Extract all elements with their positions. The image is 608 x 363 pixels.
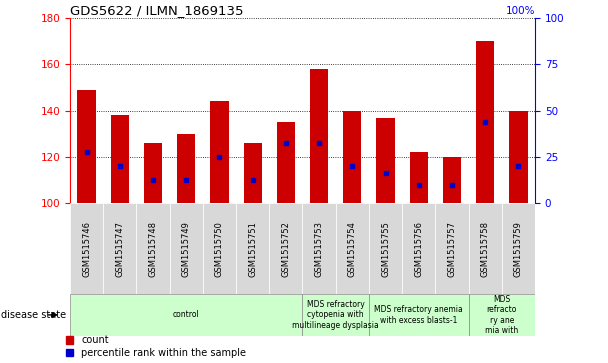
Bar [70, 294, 302, 336]
Bar [410, 152, 428, 203]
Bar [136, 203, 170, 294]
Text: GSM1515749: GSM1515749 [182, 221, 191, 277]
Text: GSM1515751: GSM1515751 [248, 221, 257, 277]
Bar [170, 203, 203, 294]
Bar [502, 203, 535, 294]
Bar [369, 203, 402, 294]
Text: GSM1515756: GSM1515756 [414, 221, 423, 277]
Bar [476, 41, 494, 203]
Bar [144, 143, 162, 203]
Bar [210, 101, 229, 203]
Bar [269, 203, 302, 294]
Text: GSM1515755: GSM1515755 [381, 221, 390, 277]
Text: GSM1515752: GSM1515752 [282, 221, 291, 277]
Legend: count, percentile rank within the sample: count, percentile rank within the sample [66, 335, 246, 358]
Bar [177, 134, 195, 203]
Bar [336, 203, 369, 294]
Bar [369, 294, 469, 336]
Bar [70, 203, 103, 294]
Text: GDS5622 / ILMN_1869135: GDS5622 / ILMN_1869135 [70, 4, 243, 17]
Bar [302, 294, 369, 336]
Bar [376, 118, 395, 203]
Bar [469, 203, 502, 294]
Bar [103, 203, 136, 294]
Text: MDS refractory
cytopenia with
multilineage dysplasia: MDS refractory cytopenia with multilinea… [292, 300, 379, 330]
Text: GSM1515753: GSM1515753 [314, 221, 323, 277]
Text: GSM1515748: GSM1515748 [148, 221, 157, 277]
Text: disease state: disease state [1, 310, 66, 320]
Bar [435, 203, 469, 294]
Text: GSM1515747: GSM1515747 [116, 221, 124, 277]
Bar [510, 111, 528, 203]
Text: control: control [173, 310, 199, 319]
Bar [443, 157, 461, 203]
Text: MDS refractory anemia
with excess blasts-1: MDS refractory anemia with excess blasts… [375, 305, 463, 325]
Bar [310, 69, 328, 203]
Bar [302, 203, 336, 294]
Bar [111, 115, 129, 203]
Text: MDS
refracto
ry ane
mia with: MDS refracto ry ane mia with [485, 295, 519, 335]
Bar [469, 294, 535, 336]
Text: GSM1515757: GSM1515757 [447, 221, 457, 277]
Bar [236, 203, 269, 294]
Text: GSM1515754: GSM1515754 [348, 221, 357, 277]
Text: 100%: 100% [505, 6, 535, 16]
Text: GSM1515746: GSM1515746 [82, 221, 91, 277]
Bar [203, 203, 236, 294]
Bar [277, 122, 295, 203]
Bar [343, 111, 361, 203]
Text: GSM1515758: GSM1515758 [481, 221, 489, 277]
Text: GSM1515759: GSM1515759 [514, 221, 523, 277]
Bar [77, 90, 95, 203]
Bar [244, 143, 262, 203]
Bar [402, 203, 435, 294]
Text: GSM1515750: GSM1515750 [215, 221, 224, 277]
